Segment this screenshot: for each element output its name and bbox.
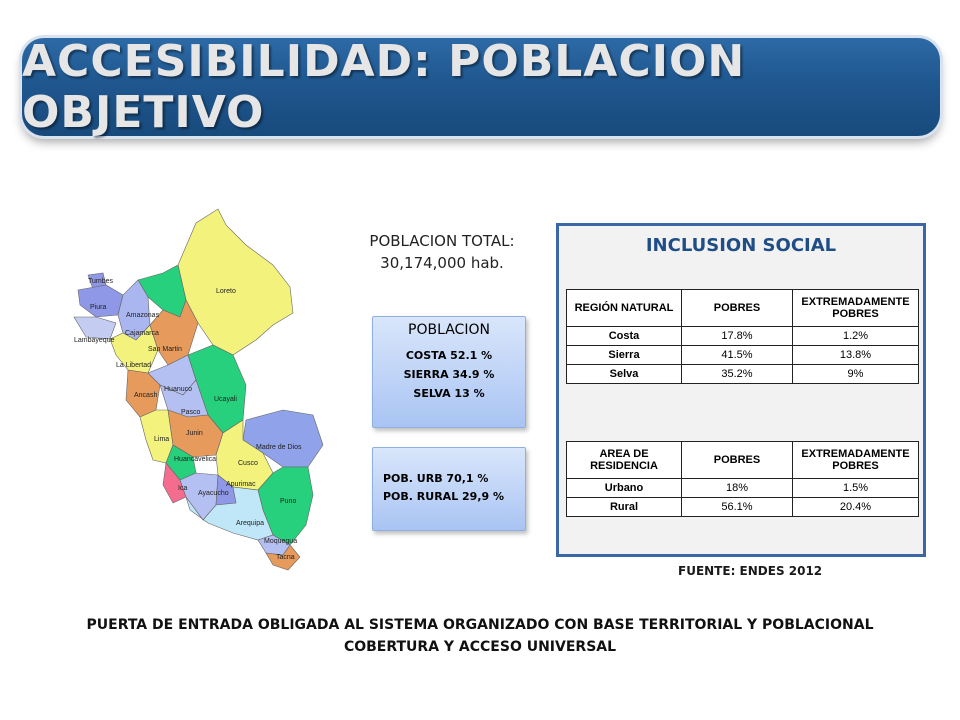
table-row: Costa 17.8% 1.2% [566,326,919,346]
table-header-row: REGIÓN NATURAL POBRES EXTREMADAMENTE POB… [566,289,919,327]
map-label: Puno [280,498,296,505]
map-label: Lambayeque [74,337,115,344]
map-label: Junin [186,430,203,437]
table-cell: 9% [792,364,919,384]
map-label: Loreto [216,288,236,295]
table-cell: Sierra [566,345,682,365]
map-label: La Libertad [116,362,151,369]
table-row: Urbano 18% 1.5% [566,478,919,498]
table-cell: 41.5% [681,345,793,365]
table-header: EXTREMADAMENTE POBRES [792,441,919,479]
table-header: POBRES [681,289,793,327]
map-label: Amazonas [126,312,160,319]
table-row: Rural 56.1% 20.4% [566,497,919,517]
population-box: POBLACION COSTA 52.1 % SIERRA 34.9 % SEL… [372,316,526,428]
table-cell: 56.1% [681,497,793,517]
region-ica [162,462,187,504]
population-total-value: 30,174,000 hab. [380,254,504,272]
table-header: POBRES [681,441,793,479]
table-cell: Costa [566,326,682,346]
footer-line: PUERTA DE ENTRADA OBLIGADA AL SISTEMA OR… [86,617,874,633]
population-line: SIERRA 34.9 % [403,368,495,381]
map-label: Pasco [181,409,201,416]
population-total: POBLACION TOTAL: 30,174,000 hab. [352,230,532,274]
table-row: Selva 35.2% 9% [566,364,919,384]
table-cell: 13.8% [792,345,919,365]
population-line: SELVA 13 % [413,387,485,400]
table-cell: 1.2% [792,326,919,346]
urban-line: POB. URB 70,1 % [383,472,489,485]
table-header-row: AREA DE RESIDENCIA POBRES EXTREMADAMENTE… [566,441,919,479]
region-san-martin [149,299,199,366]
table-cell: 17.8% [681,326,793,346]
map-label: San Martin [148,346,182,353]
map-label: Piura [90,304,106,311]
footer-line: COBERTURA Y ACCESO UNIVERSAL [343,639,617,655]
population-total-label: POBLACION TOTAL: [369,232,515,250]
region-table: REGIÓN NATURAL POBRES EXTREMADAMENTE POB… [566,289,919,384]
table-header: EXTREMADAMENTE POBRES [792,289,919,327]
map-label: Tumbes [88,278,114,285]
population-box-header: POBLACION [408,322,490,338]
map-label: Huanuco [164,386,192,393]
table-cell: 35.2% [681,364,793,384]
map-label: Tacna [276,554,295,561]
table-cell: 18% [681,478,793,498]
table-cell: 1.5% [792,478,919,498]
peru-map: Tumbes Piura Amazonas Cajamarca Lambayeq… [73,208,324,571]
footer-text: PUERTA DE ENTRADA OBLIGADA AL SISTEMA OR… [0,614,960,658]
map-label: Cajamarca [125,330,159,337]
table-header: REGIÓN NATURAL [566,289,682,327]
map-label: Apurimac [226,481,256,488]
map-label: Ancash [134,392,157,399]
source-note: FUENTE: ENDES 2012 [678,564,823,578]
region-piura [77,284,124,318]
map-label: Moquegua [264,538,297,545]
inclusion-social-panel: INCLUSION SOCIAL REGIÓN NATURAL POBRES E… [556,223,926,557]
table-cell: Selva [566,364,682,384]
table-cell: 20.4% [792,497,919,517]
region-loreto [177,208,294,356]
population-line: COSTA 52.1 % [405,349,493,362]
table-cell: Rural [566,497,682,517]
table-cell: Urbano [566,478,682,498]
map-label: Madre de Dios [256,444,302,451]
region-lambayeque [73,316,117,340]
map-label: Arequipa [236,520,264,527]
residence-table: AREA DE RESIDENCIA POBRES EXTREMADAMENTE… [566,441,919,517]
page-title: ACCESIBILIDAD: POBLACION OBJETIVO [22,36,746,138]
title-banner: ACCESIBILIDAD: POBLACION OBJETIVO [22,36,940,138]
map-label: Ica [178,485,187,492]
table-header: AREA DE RESIDENCIA [566,441,682,479]
inclusion-title: INCLUSION SOCIAL [645,235,837,256]
region-arequipa [185,486,274,541]
urban-rural-box: POB. URB 70,1 % POB. RURAL 29,9 % [372,447,526,531]
map-label: Ayacucho [198,490,229,497]
rural-line: POB. RURAL 29,9 % [383,490,505,503]
table-row: Sierra 41.5% 13.8% [566,345,919,365]
map-label: Huancavelica [174,456,216,463]
map-label: Ucayali [214,396,237,403]
map-label: Cusco [238,460,258,467]
map-label: Lima [154,436,169,443]
region-tacna [265,544,301,571]
